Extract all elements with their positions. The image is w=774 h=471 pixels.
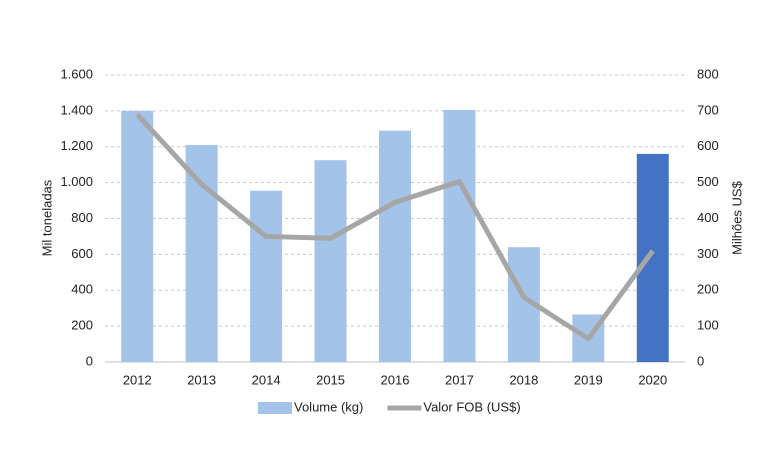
y-tick-label: 200 [71,318,93,333]
legend-swatch [258,402,292,414]
y2-tick-label: 0 [697,353,704,368]
bar [250,190,283,362]
x-tick-label: 2020 [638,372,667,387]
bar [314,160,347,362]
x-tick-label: 2013 [187,372,216,387]
x-tick-label: 2014 [252,372,281,387]
y-tick-label: 400 [71,282,93,297]
y-tick-label: 1.600 [60,66,93,81]
y-tick-label: 0 [86,353,93,368]
x-tick-label: 2017 [445,372,474,387]
line [135,112,655,342]
bar [185,144,218,362]
x-tick-label: 2016 [381,372,410,387]
y2-tick-label: 300 [697,246,719,261]
bar [121,110,154,362]
bar [443,109,476,363]
bar [636,153,669,362]
y-tick-label: 600 [71,246,93,261]
y2-axis-title: Milhões US$ [729,180,744,254]
legend-label: Valor FOB (US$) [423,399,520,414]
y-tick-label: 1.200 [60,138,93,153]
y-tick-label: 1.400 [60,102,93,117]
y2-tick-label: 700 [697,102,719,117]
y2-tick-label: 200 [697,282,719,297]
y2-tick-label: 100 [697,318,719,333]
x-tick-label: 2012 [123,372,152,387]
y-tick-label: 1.000 [60,174,93,189]
y-tick-label: 800 [71,210,93,225]
y2-tick-label: 800 [697,66,719,81]
x-tick-label: 2015 [316,372,345,387]
x-tick-label: 2019 [574,372,603,387]
bar [379,130,411,362]
y2-tick-label: 500 [697,174,719,189]
y-axis-title: Mil toneladas [39,179,54,256]
legend-label: Volume (kg) [294,399,363,414]
x-tick-label: 2018 [509,372,538,387]
y2-tick-label: 600 [697,138,719,153]
y2-tick-label: 400 [697,210,719,225]
